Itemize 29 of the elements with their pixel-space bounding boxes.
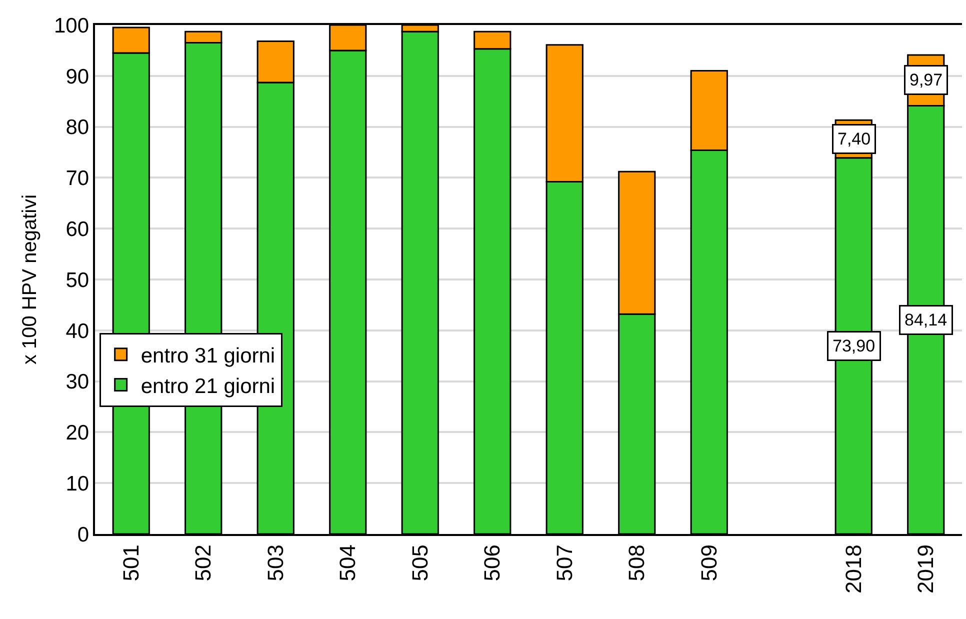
legend-label: entro 31 giorni xyxy=(140,344,276,368)
x-tick-label: 508 xyxy=(624,544,650,582)
y-tick-label: 40 xyxy=(66,320,90,343)
x-tick-label: 509 xyxy=(696,544,722,582)
y-axis-title: x 100 HPV negativi xyxy=(19,194,42,365)
x-tick-label: 506 xyxy=(480,544,505,582)
x-tick-label: 502 xyxy=(190,544,216,582)
x-tick-label: 2018 xyxy=(840,544,866,594)
y-tick-label: 100 xyxy=(54,14,90,38)
x-tick-label: 504 xyxy=(335,544,360,582)
x-tick-label: 507 xyxy=(552,544,577,582)
data-label: 73,90 xyxy=(832,336,876,356)
y-tick-label: 70 xyxy=(66,167,90,190)
y-tick-label: 0 xyxy=(77,523,90,546)
data-label: 7,40 xyxy=(838,130,871,148)
data-label: 84,14 xyxy=(904,310,948,330)
x-tick-label: 501 xyxy=(118,544,144,582)
data-label: 9,97 xyxy=(910,70,943,90)
y-tick-label: 50 xyxy=(66,268,90,292)
x-tick-label: 503 xyxy=(262,544,288,582)
legend-label: entro 21 giorni xyxy=(140,374,276,398)
y-tick-label: 20 xyxy=(66,422,90,445)
x-tick-label: 505 xyxy=(407,544,432,582)
x-tick-label: 2019 xyxy=(913,544,938,594)
y-tick-label: 80 xyxy=(66,116,90,140)
y-tick-label: 60 xyxy=(66,218,90,241)
y-tick-label: 10 xyxy=(66,472,90,496)
y-tick-label: 90 xyxy=(66,65,90,88)
y-tick-label: 30 xyxy=(66,370,90,394)
